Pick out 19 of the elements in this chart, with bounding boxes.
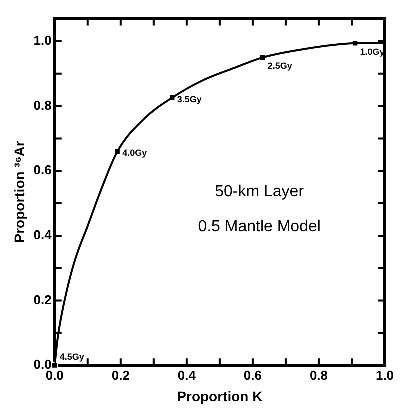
x-axis-title: Proportion K (177, 388, 263, 404)
x-tick-label: 1.0 (376, 368, 394, 383)
annotation: 4.5Gy (60, 352, 84, 362)
annotation: 2.5Gy (268, 61, 292, 72)
x-tick-label: 0.6 (244, 368, 262, 383)
annotation: 4.0Gy (122, 148, 148, 158)
annotation: 3.5Gy (177, 94, 202, 104)
x-tick-label: 0.2 (112, 368, 130, 383)
y-tick-label: 0.4 (34, 228, 53, 243)
x-tick-label: 0.4 (178, 368, 197, 383)
y-tick-label: 0.8 (34, 98, 52, 113)
y-tick-label: 1.0 (34, 33, 52, 48)
y-tick-label: 0.0 (34, 357, 52, 372)
annotation: 50-km Layer (215, 184, 305, 201)
annotation: 0.5 Mantle Model (198, 218, 321, 236)
x-tick-label: 0.8 (310, 368, 328, 383)
y-tick-label: 0.2 (34, 292, 52, 308)
y-axis-title: Proportion ³⁶Ar (11, 140, 28, 244)
y-tick-label: 0.6 (34, 162, 52, 178)
